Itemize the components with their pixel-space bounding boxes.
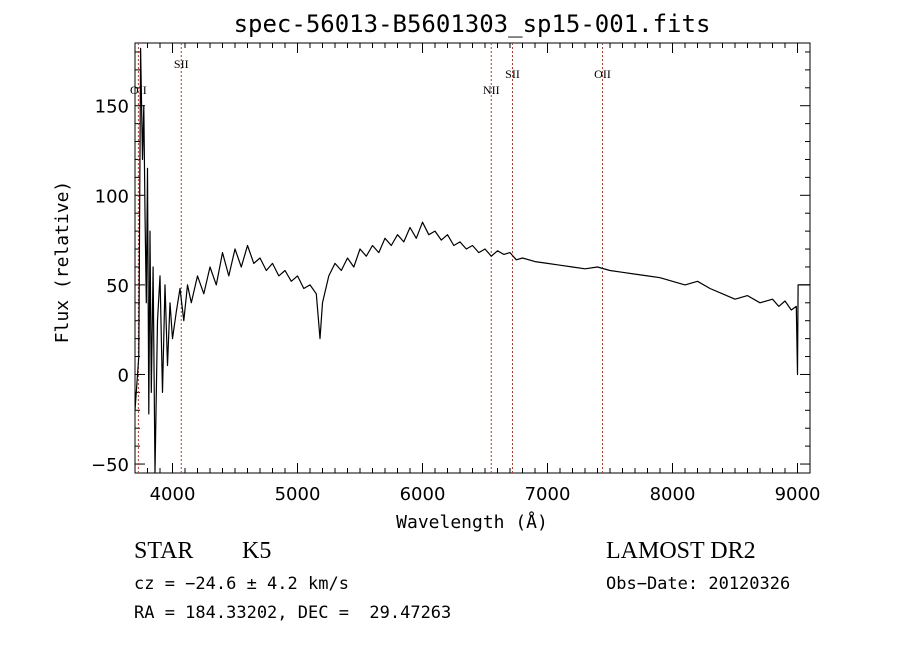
x-tick-label: 4000 — [150, 484, 196, 505]
spectrum-trace — [135, 47, 810, 473]
emission-line-label: SII — [505, 67, 520, 81]
chart-title: spec-56013-B5601303_sp15-001.fits — [234, 10, 711, 38]
y-tick-label: 150 — [95, 97, 129, 118]
x-tick-label: 6000 — [400, 484, 446, 505]
object-class: STAR — [134, 538, 194, 564]
y-tick-label: 0 — [118, 365, 129, 386]
x-tick-label: 9000 — [775, 484, 821, 505]
emission-line-label: OII — [594, 67, 611, 81]
emission-line-label: SII — [174, 57, 189, 71]
y-axis-label: Flux (relative) — [52, 181, 73, 344]
x-tick-label: 5000 — [275, 484, 321, 505]
emission-line-label: NII — [483, 83, 500, 97]
plot-area: 4000 5000 6000 7000 8000 9000−50050100150OIIS… — [91, 42, 821, 505]
observation-date: Obs−Date: 20120326 — [606, 574, 791, 594]
y-tick-label: 100 — [95, 186, 129, 207]
plot-frame — [134, 42, 811, 474]
x-axis-label: Wavelength (Å) — [396, 511, 548, 533]
x-tick-label: 7000 — [525, 484, 571, 505]
x-tick-label: 8000 — [650, 484, 696, 505]
object-subclass: K5 — [242, 538, 272, 564]
survey-name: LAMOST DR2 — [606, 538, 756, 564]
y-tick-label: −50 — [91, 455, 129, 476]
y-tick-label: 50 — [106, 276, 129, 297]
emission-line-label: OII — [130, 83, 147, 97]
ra-dec-coordinates: RA = 184.33202, DEC = 29.47263 — [134, 603, 452, 623]
redshift-velocity: cz = −24.6 ± 4.2 km/s — [134, 574, 349, 594]
